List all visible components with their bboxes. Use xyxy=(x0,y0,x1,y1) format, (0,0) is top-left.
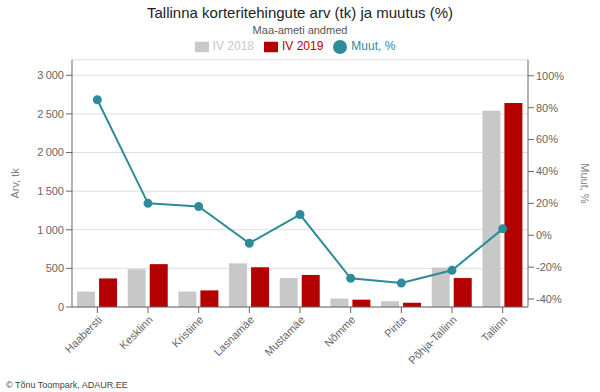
svg-text:Kristiine: Kristiine xyxy=(169,313,205,349)
svg-text:1 500: 1 500 xyxy=(37,185,64,197)
svg-text:500: 500 xyxy=(46,262,64,274)
svg-text:-40%: -40% xyxy=(536,293,562,305)
svg-text:Mustamäe: Mustamäe xyxy=(262,313,307,358)
svg-text:80%: 80% xyxy=(536,102,558,114)
svg-text:20%: 20% xyxy=(536,197,558,209)
svg-text:Haabersti: Haabersti xyxy=(62,313,104,355)
html-text:IV 2019: IV 2019 xyxy=(282,39,324,53)
svg-text:-20%: -20% xyxy=(536,261,562,273)
html-text:Muut, %: Muut, % xyxy=(351,39,396,53)
svg-text:2 500: 2 500 xyxy=(37,108,64,120)
svg-text:0: 0 xyxy=(58,301,64,313)
svg-text:60%: 60% xyxy=(536,133,558,145)
svg-text:Nõmme: Nõmme xyxy=(322,313,358,349)
svg-text:Kesklinn: Kesklinn xyxy=(117,313,155,351)
svg-text:Pirita: Pirita xyxy=(382,313,409,340)
svg-text:2 000: 2 000 xyxy=(37,146,64,158)
html-text:IV 2018: IV 2018 xyxy=(212,39,254,53)
svg-text:40%: 40% xyxy=(536,165,558,177)
svg-text:1 000: 1 000 xyxy=(37,224,64,236)
svg-text:0%: 0% xyxy=(536,229,552,241)
svg-text:Tallinn: Tallinn xyxy=(479,313,510,344)
svg-text:Põhja-Tallinn: Põhja-Tallinn xyxy=(406,313,459,366)
html-text:© Tõnu Toompark, ADAUR.EE: © Tõnu Toompark, ADAUR.EE xyxy=(6,380,128,390)
svg-text:Muut, %: Muut, % xyxy=(579,163,591,204)
svg-text:100%: 100% xyxy=(536,70,564,82)
html-text:Tallinna korteritehingute arv: Tallinna korteritehingute arv (tk) ja mu… xyxy=(147,4,453,21)
svg-text:Arv, tk: Arv, tk xyxy=(9,168,21,199)
html-text:Maa-ameti andmed: Maa-ameti andmed xyxy=(252,24,348,36)
svg-text:3 000: 3 000 xyxy=(37,69,64,81)
svg-text:Lasnamäe: Lasnamäe xyxy=(211,313,256,358)
